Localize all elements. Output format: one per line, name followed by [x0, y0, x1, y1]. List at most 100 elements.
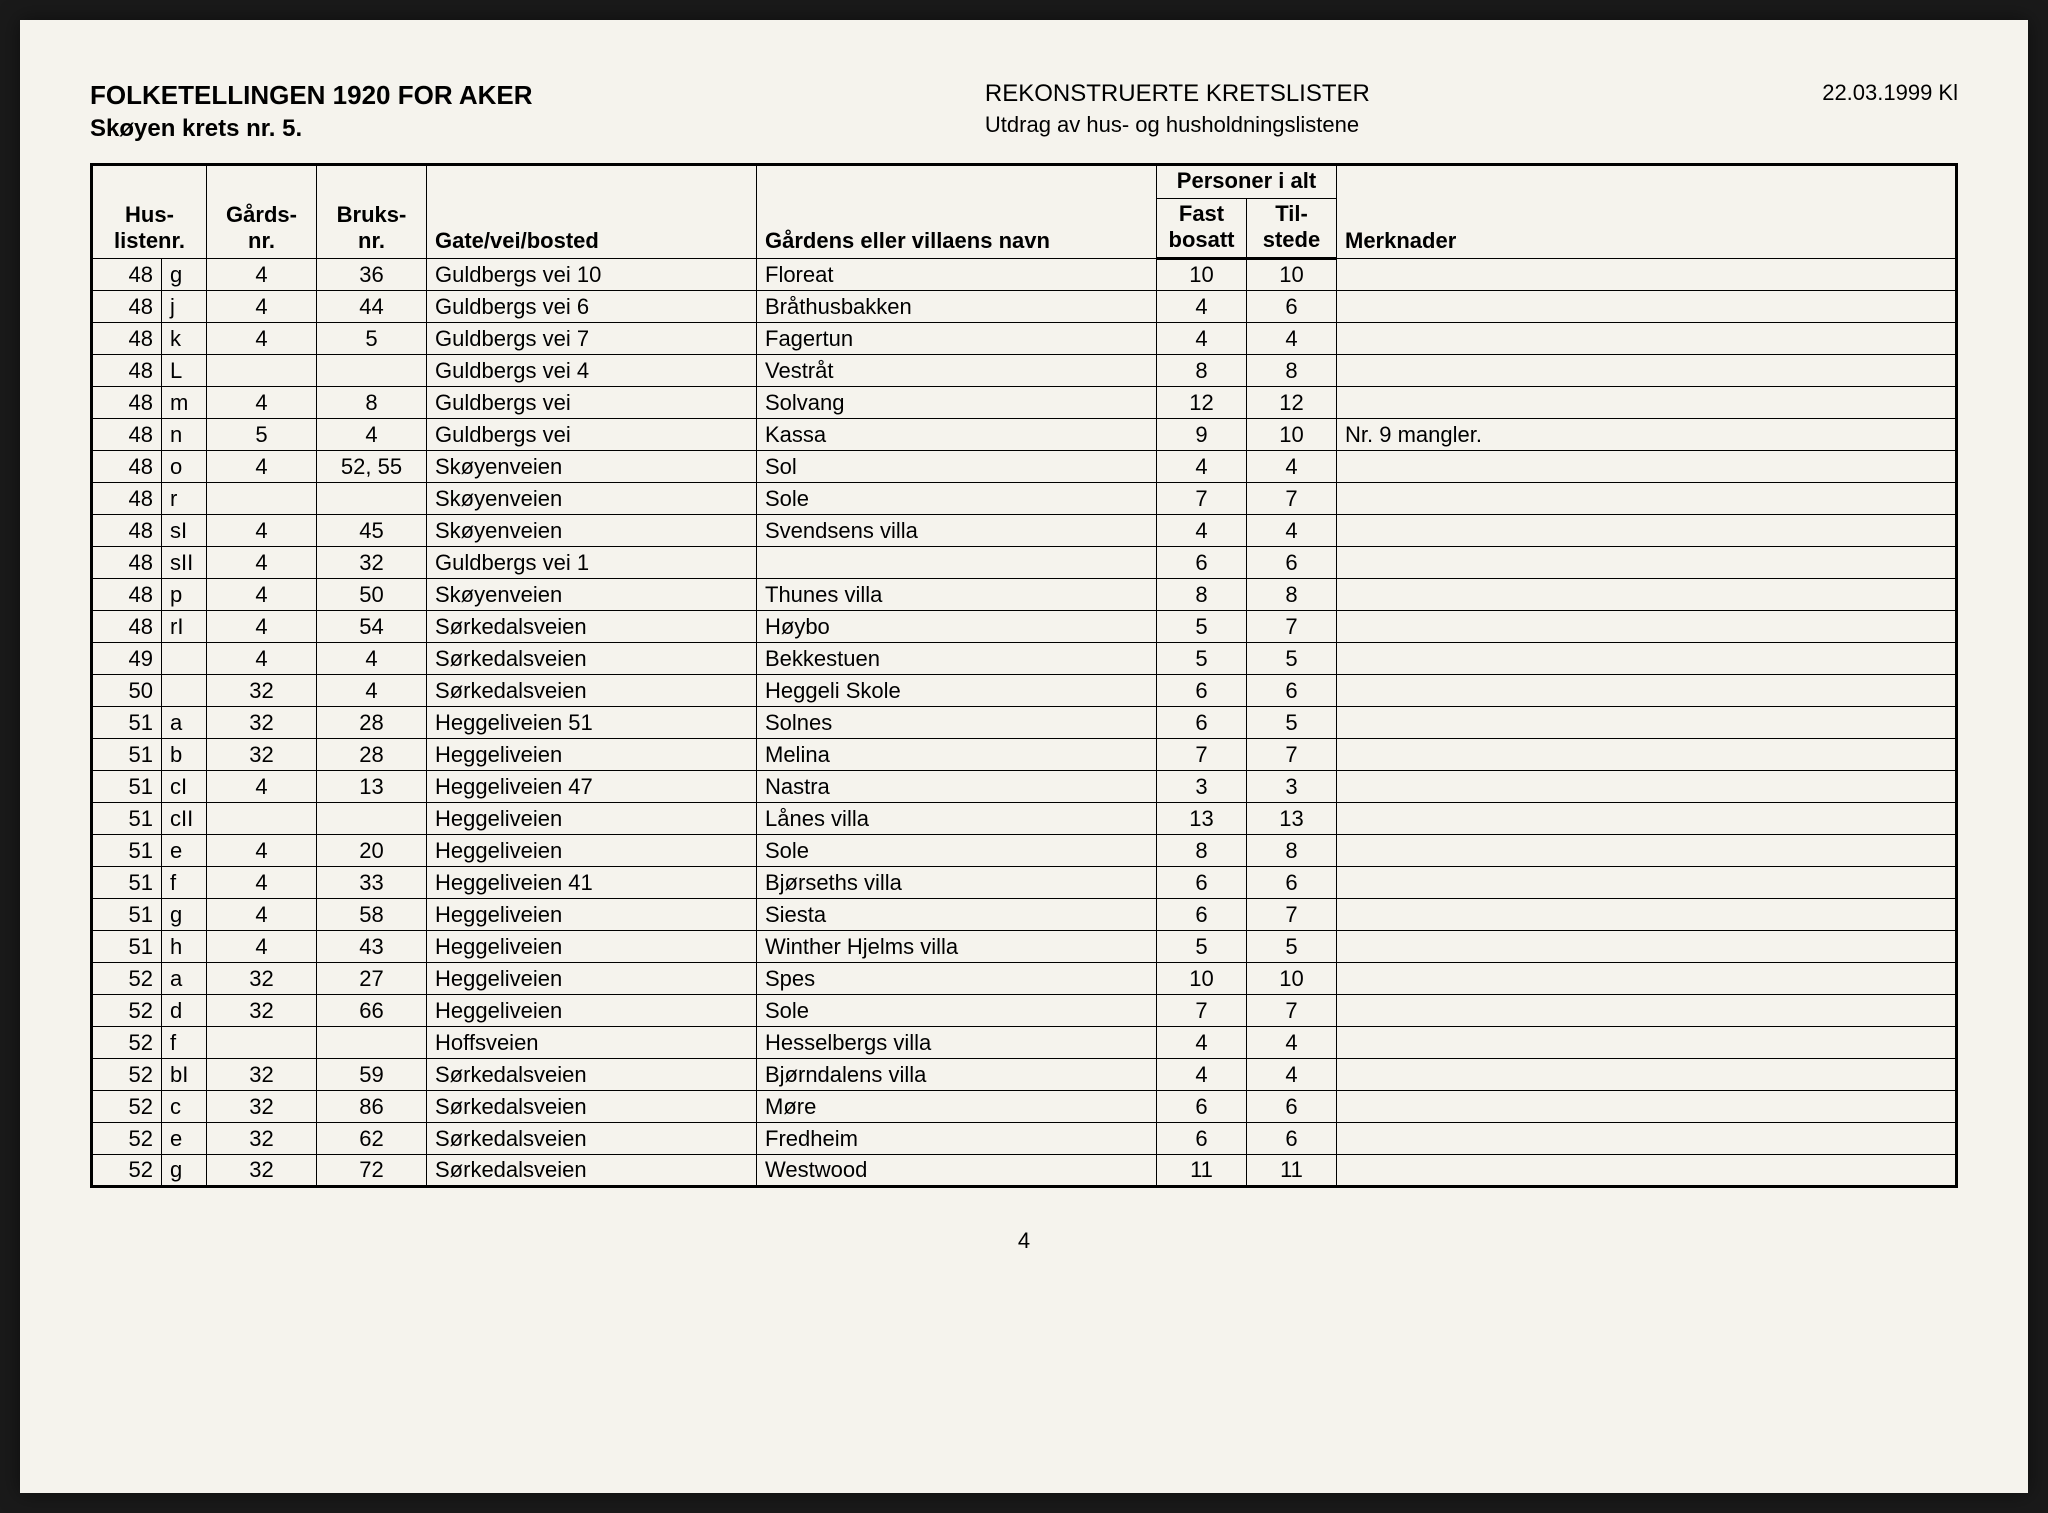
cell-til: 12 [1247, 387, 1337, 419]
cell-sub: p [162, 579, 207, 611]
cell-bruks [317, 803, 427, 835]
cell-gardens: Melina [757, 739, 1157, 771]
cell-fast: 5 [1157, 611, 1247, 643]
cell-sub: bI [162, 1059, 207, 1091]
cell-sub: g [162, 899, 207, 931]
cell-sub [162, 675, 207, 707]
cell-gate: Guldbergs vei 4 [427, 355, 757, 387]
cell-sub: o [162, 451, 207, 483]
cell-gards [207, 803, 317, 835]
cell-gardens: Bekkestuen [757, 643, 1157, 675]
cell-fast: 4 [1157, 515, 1247, 547]
table-row: 48 n 5 4 Guldbergs vei Kassa 9 10 Nr. 9 … [92, 419, 1957, 451]
cell-bruks: 36 [317, 259, 427, 291]
cell-gate: Skøyenveien [427, 579, 757, 611]
cell-sub: sII [162, 547, 207, 579]
cell-gards [207, 1027, 317, 1059]
cell-gardens: Heggeli Skole [757, 675, 1157, 707]
cell-gards: 4 [207, 931, 317, 963]
cell-bruks: 52, 55 [317, 451, 427, 483]
cell-til: 10 [1247, 259, 1337, 291]
cell-hus: 52 [92, 1059, 162, 1091]
header-date: 22.03.1999 Kl [1822, 80, 1958, 143]
col-hus: Hus-listenr. [92, 165, 207, 259]
cell-til: 7 [1247, 611, 1337, 643]
cell-gate: Heggeliveien 41 [427, 867, 757, 899]
cell-hus: 48 [92, 483, 162, 515]
table-row: 52 e 32 62 Sørkedalsveien Fredheim 6 6 [92, 1123, 1957, 1155]
cell-merk [1337, 675, 1957, 707]
cell-gards: 4 [207, 451, 317, 483]
cell-gate: Sørkedalsveien [427, 1059, 757, 1091]
table-row: 48 sI 4 45 Skøyenveien Svendsens villa 4… [92, 515, 1957, 547]
cell-gards: 32 [207, 1155, 317, 1187]
table-row: 48 o 4 52, 55 Skøyenveien Sol 4 4 [92, 451, 1957, 483]
table-row: 51 g 4 58 Heggeliveien Siesta 6 7 [92, 899, 1957, 931]
cell-gardens: Fredheim [757, 1123, 1157, 1155]
cell-gate: Heggeliveien 51 [427, 707, 757, 739]
cell-til: 6 [1247, 867, 1337, 899]
cell-merk [1337, 387, 1957, 419]
cell-til: 4 [1247, 451, 1337, 483]
table-row: 51 b 32 28 Heggeliveien Melina 7 7 [92, 739, 1957, 771]
cell-gards: 32 [207, 707, 317, 739]
cell-bruks: 33 [317, 867, 427, 899]
cell-sub: a [162, 963, 207, 995]
cell-merk [1337, 1027, 1957, 1059]
table-row: 49 4 4 Sørkedalsveien Bekkestuen 5 5 [92, 643, 1957, 675]
cell-til: 8 [1247, 835, 1337, 867]
cell-bruks: 58 [317, 899, 427, 931]
cell-bruks: 4 [317, 419, 427, 451]
cell-fast: 4 [1157, 323, 1247, 355]
cell-gardens: Sol [757, 451, 1157, 483]
cell-sub: c [162, 1091, 207, 1123]
cell-fast: 5 [1157, 931, 1247, 963]
cell-fast: 7 [1157, 995, 1247, 1027]
page-title: FOLKETELLINGEN 1920 FOR AKER [90, 80, 533, 111]
col-til: Til-stede [1247, 199, 1337, 259]
cell-bruks: 86 [317, 1091, 427, 1123]
cell-hus: 52 [92, 1155, 162, 1187]
cell-gards: 32 [207, 739, 317, 771]
cell-bruks: 4 [317, 643, 427, 675]
cell-sub: e [162, 835, 207, 867]
cell-gardens: Spes [757, 963, 1157, 995]
cell-hus: 52 [92, 1091, 162, 1123]
cell-hus: 51 [92, 899, 162, 931]
table-row: 52 f Hoffsveien Hesselbergs villa 4 4 [92, 1027, 1957, 1059]
col-fast: Fastbosatt [1157, 199, 1247, 259]
cell-merk [1337, 995, 1957, 1027]
table-header: Hus-listenr. Gårds-nr. Bruks-nr. Gate/ve… [92, 165, 1957, 259]
cell-hus: 51 [92, 803, 162, 835]
cell-gardens: Solnes [757, 707, 1157, 739]
cell-hus: 51 [92, 931, 162, 963]
cell-gate: Skøyenveien [427, 515, 757, 547]
cell-gards: 4 [207, 643, 317, 675]
cell-til: 5 [1247, 707, 1337, 739]
cell-gards: 4 [207, 515, 317, 547]
cell-hus: 52 [92, 963, 162, 995]
cell-til: 6 [1247, 1123, 1337, 1155]
cell-hus: 51 [92, 867, 162, 899]
cell-fast: 8 [1157, 579, 1247, 611]
cell-gate: Heggeliveien [427, 931, 757, 963]
cell-bruks: 28 [317, 707, 427, 739]
cell-fast: 6 [1157, 899, 1247, 931]
cell-bruks: 5 [317, 323, 427, 355]
cell-hus: 51 [92, 771, 162, 803]
table-row: 48 g 4 36 Guldbergs vei 10 Floreat 10 10 [92, 259, 1957, 291]
cell-bruks: 4 [317, 675, 427, 707]
cell-fast: 3 [1157, 771, 1247, 803]
cell-gate: Sørkedalsveien [427, 1123, 757, 1155]
header-center: REKONSTRUERTE KRETSLISTER Utdrag av hus-… [985, 80, 1370, 143]
cell-merk [1337, 547, 1957, 579]
cell-gate: Heggeliveien [427, 899, 757, 931]
table-row: 48 p 4 50 Skøyenveien Thunes villa 8 8 [92, 579, 1957, 611]
cell-til: 7 [1247, 995, 1337, 1027]
cell-gardens: Møre [757, 1091, 1157, 1123]
cell-gards: 32 [207, 675, 317, 707]
table-row: 52 c 32 86 Sørkedalsveien Møre 6 6 [92, 1091, 1957, 1123]
cell-merk [1337, 963, 1957, 995]
cell-merk [1337, 771, 1957, 803]
cell-bruks: 59 [317, 1059, 427, 1091]
